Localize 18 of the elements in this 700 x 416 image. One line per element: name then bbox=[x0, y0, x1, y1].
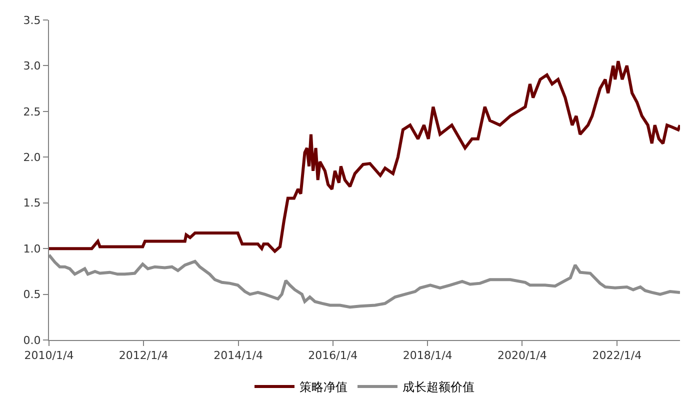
y-tick-label: 0.0 bbox=[23, 334, 41, 347]
line-series bbox=[49, 60, 680, 253]
legend-label: 策略净值 bbox=[300, 380, 348, 394]
y-tick-label: 1.5 bbox=[23, 196, 41, 210]
x-tick-label: 2010/1/4 bbox=[24, 349, 74, 362]
y-tick-label: 2.5 bbox=[23, 105, 41, 118]
y-tick-label: 0.5 bbox=[23, 288, 41, 302]
x-tick-label: 2020/1/4 bbox=[497, 349, 547, 362]
x-tick-label: 2016/1/4 bbox=[308, 349, 358, 362]
legend-label: 成长超额价值 bbox=[402, 380, 474, 394]
y-tick-label: 3.0 bbox=[23, 60, 41, 73]
y-tick-label: 1.0 bbox=[23, 242, 41, 256]
x-tick-label: 2018/1/4 bbox=[402, 349, 452, 362]
y-tick-label: 3.5 bbox=[23, 14, 41, 27]
x-tick-label: 2022/1/4 bbox=[592, 349, 642, 362]
y-tick-label: 2.0 bbox=[23, 150, 41, 164]
x-tick-label: 2012/1/4 bbox=[118, 349, 168, 362]
x-tick-label: 2014/1/4 bbox=[214, 349, 264, 362]
